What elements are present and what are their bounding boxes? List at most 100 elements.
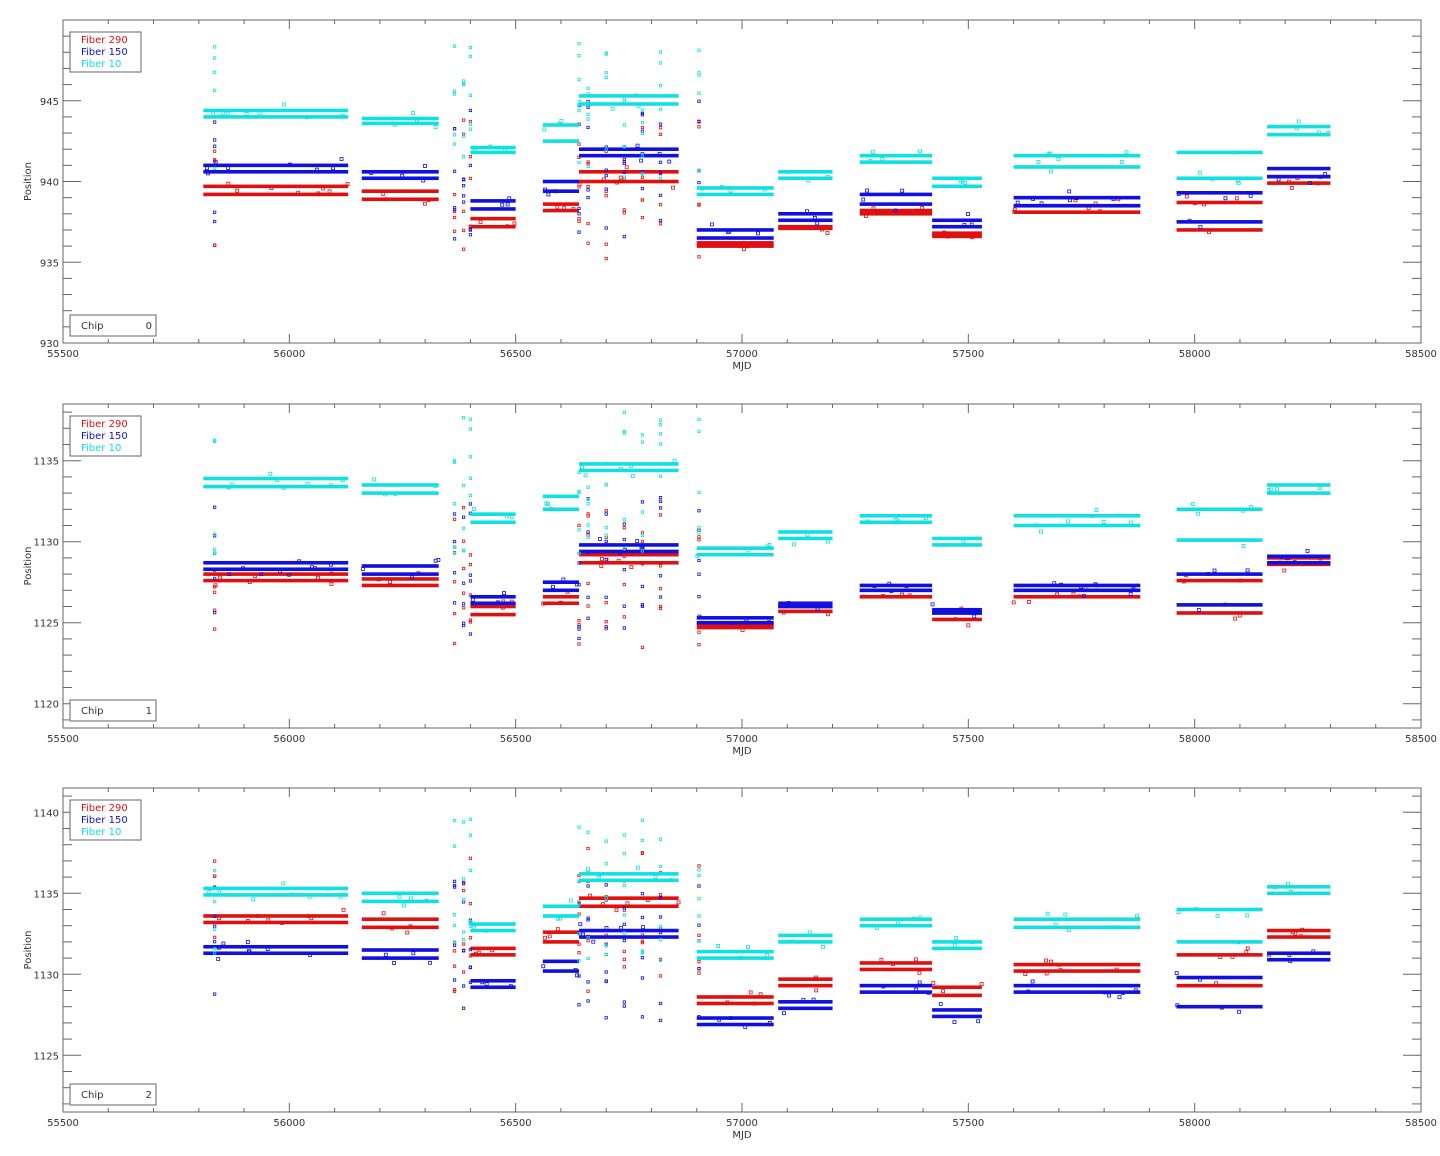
outlier-point xyxy=(213,505,217,509)
outlier-point xyxy=(577,523,581,527)
data-point xyxy=(904,584,909,589)
outlier-point xyxy=(452,885,457,889)
data-strip xyxy=(1013,588,1141,593)
outlier-point xyxy=(462,970,466,974)
outlier-point xyxy=(604,51,608,55)
data-point xyxy=(1275,487,1279,492)
outlier-point xyxy=(577,230,581,234)
outlier-point xyxy=(604,896,608,900)
data-point xyxy=(872,584,877,588)
outlier-point xyxy=(452,571,457,575)
data-strip xyxy=(542,494,580,499)
data-point xyxy=(421,178,426,183)
outlier-point xyxy=(577,490,581,494)
data-point xyxy=(1198,977,1202,982)
data-point xyxy=(575,973,579,978)
data-point xyxy=(1036,159,1041,164)
outlier-point xyxy=(640,838,645,843)
data-point xyxy=(1287,952,1292,957)
data-point xyxy=(393,491,398,496)
data-point xyxy=(716,944,720,948)
outlier-point xyxy=(586,485,590,489)
outlier-point xyxy=(468,562,473,567)
y-tick-label: 1125 xyxy=(34,1051,59,1062)
data-strip xyxy=(579,928,679,933)
data-strip xyxy=(859,513,933,518)
data-strip xyxy=(579,468,679,473)
data-point xyxy=(969,222,974,227)
data-point xyxy=(791,939,795,944)
x-axis-label: MJD xyxy=(732,1130,752,1141)
outlier-point xyxy=(697,1015,701,1019)
data-strip xyxy=(859,967,933,972)
outlier-point xyxy=(452,127,457,131)
chip-number: 0 xyxy=(146,321,152,332)
outlier-point xyxy=(586,980,590,984)
outlier-point xyxy=(697,169,701,173)
data-point xyxy=(1119,159,1124,164)
data-point xyxy=(618,175,623,180)
data-point xyxy=(744,617,749,622)
data-strip xyxy=(859,212,933,216)
outlier-point xyxy=(697,643,701,647)
data-point xyxy=(1282,568,1287,573)
outlier-point xyxy=(462,877,466,881)
data-point xyxy=(1068,198,1072,203)
data-point xyxy=(1206,572,1211,576)
data-point xyxy=(1094,508,1099,512)
outlier-point xyxy=(586,604,590,608)
series-fiber-10 xyxy=(203,817,1331,963)
data-strip xyxy=(696,228,774,232)
data-strip xyxy=(470,612,516,617)
outlier-point xyxy=(462,484,466,488)
data-point xyxy=(1059,582,1063,587)
outlier-point xyxy=(604,557,608,562)
outlier-point xyxy=(640,533,645,538)
data-point xyxy=(767,1021,772,1025)
outlier-point xyxy=(468,233,473,237)
data-strip xyxy=(859,202,933,206)
data-layer xyxy=(203,410,1331,649)
data-point xyxy=(502,591,506,595)
data-point xyxy=(811,226,815,230)
outlier-point xyxy=(658,61,663,65)
data-strip xyxy=(361,948,439,952)
x-tick-label: 57500 xyxy=(952,734,984,745)
data-point xyxy=(890,962,895,967)
outlier-point xyxy=(462,623,466,628)
outlier-point xyxy=(697,538,701,542)
data-point xyxy=(1286,556,1291,561)
data-point xyxy=(1230,954,1235,959)
data-point xyxy=(931,981,936,986)
outlier-point xyxy=(213,627,217,631)
data-point xyxy=(280,921,284,925)
data-point xyxy=(546,192,551,197)
outlier-point xyxy=(586,160,590,164)
outlier-point xyxy=(697,531,701,535)
data-strip xyxy=(361,176,439,181)
outlier-point xyxy=(462,526,466,530)
data-strip xyxy=(1176,1004,1263,1009)
data-point xyxy=(546,502,550,506)
data-point xyxy=(1027,600,1031,604)
outlier-point xyxy=(586,595,590,599)
data-point xyxy=(1057,962,1061,967)
series-fiber-150 xyxy=(203,879,1331,1029)
data-point xyxy=(415,118,419,123)
data-point xyxy=(742,247,746,251)
data-point xyxy=(708,624,713,629)
outlier-point xyxy=(622,922,626,926)
outlier-point xyxy=(213,608,217,612)
outlier-point xyxy=(604,601,608,605)
outlier-point xyxy=(452,940,457,944)
x-axis-label: MJD xyxy=(732,746,752,757)
x-tick-label: 57000 xyxy=(726,349,758,360)
outlier-point xyxy=(604,952,608,957)
outlier-point xyxy=(640,539,645,544)
outlier-point xyxy=(213,243,217,247)
data-point xyxy=(388,579,392,584)
data-strip xyxy=(579,878,679,883)
outlier-point xyxy=(468,108,473,113)
outlier-point xyxy=(640,939,645,943)
